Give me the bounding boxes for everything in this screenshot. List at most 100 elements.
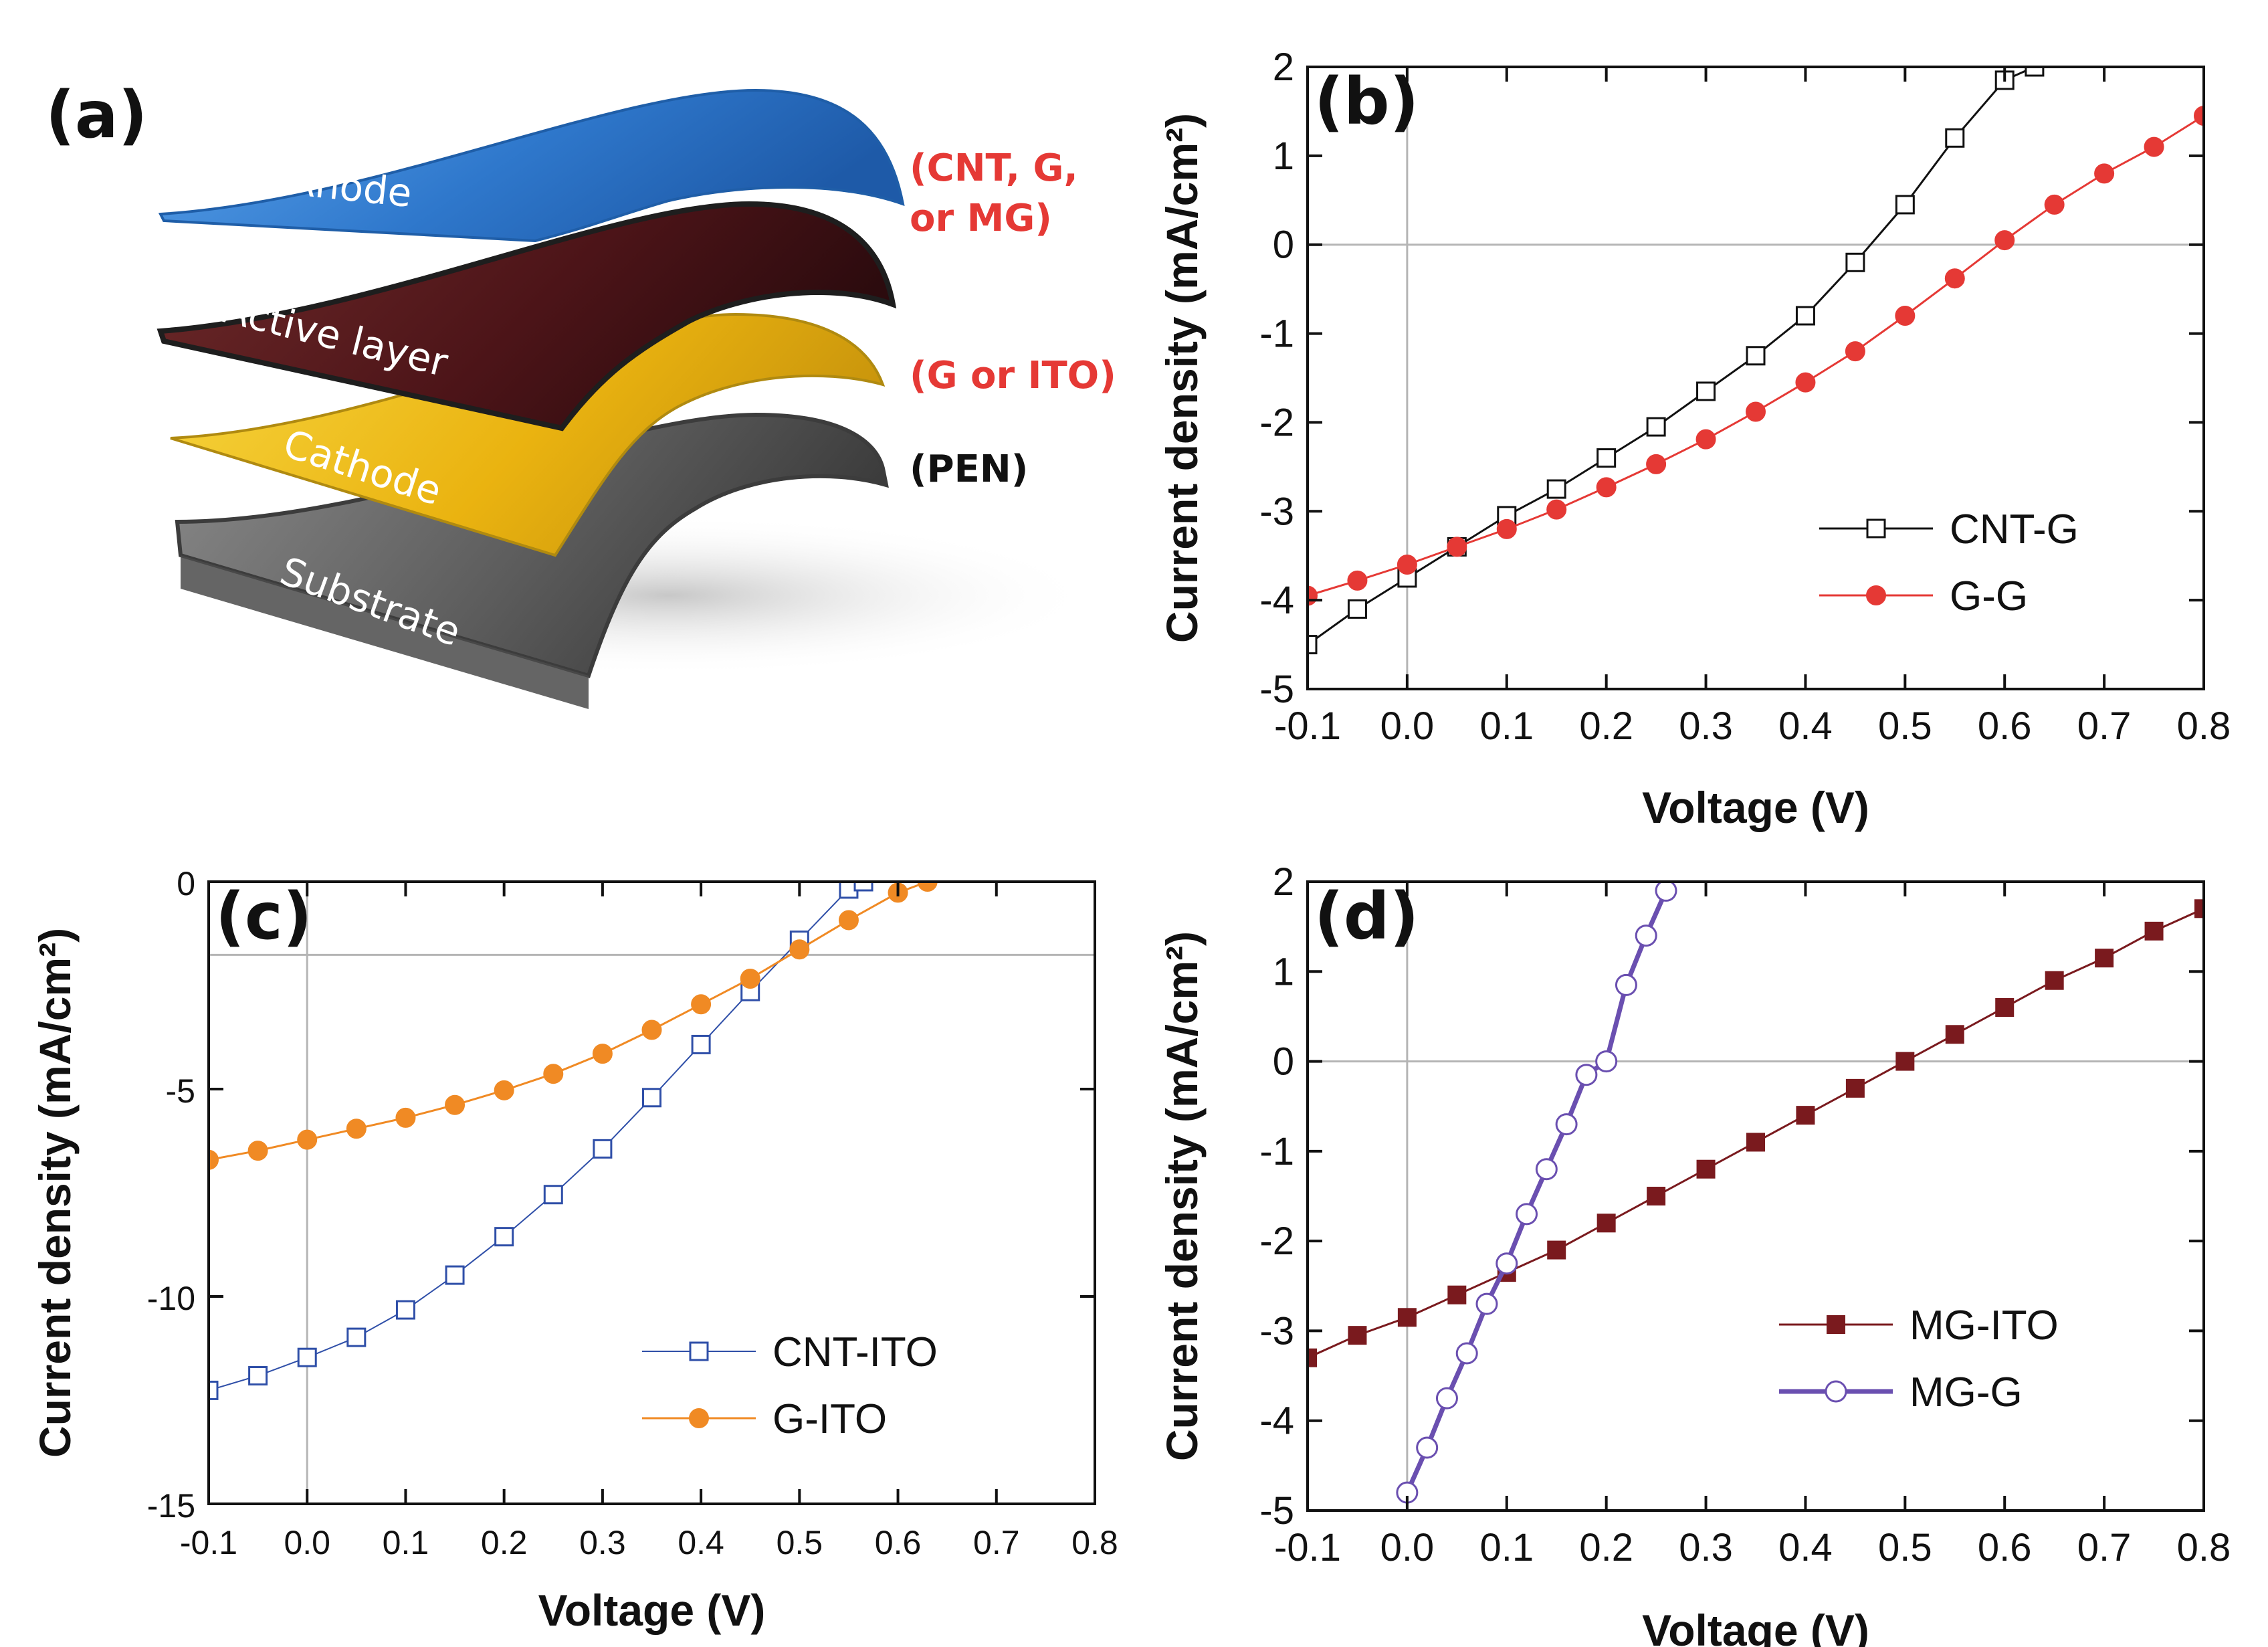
chart-layer: -0.1 0.0 0.1 0.2 0.3 0.4 0.5 0.6 0.7 0.8 -5 -4 -3 -2 -… <box>30 45 2231 1647</box>
y-tick-label: -3 <box>1259 1309 1294 1353</box>
x-tick-label: 0.4 <box>1778 704 1833 748</box>
data-point <box>209 1380 219 1400</box>
data-point <box>1347 599 1367 619</box>
data-point <box>2144 921 2164 941</box>
x-tick-label: -0.1 <box>1274 704 1341 748</box>
panel-label-a: (a) <box>45 78 148 153</box>
data-point <box>1795 306 1815 326</box>
x-tick-label: 0.3 <box>1679 704 1733 748</box>
data-point <box>1647 1187 1666 1205</box>
data-point <box>593 1139 613 1159</box>
y-tick-label: -10 <box>147 1280 195 1317</box>
anode-layer <box>158 88 905 243</box>
schematic-panel: (a) Substrate Cathode Active layer Anode… <box>45 78 1116 709</box>
legend-marker <box>689 1408 709 1428</box>
data-point <box>1945 1025 1964 1044</box>
data-point <box>2044 194 2065 215</box>
y-axis-title: Current density (mA/cm²) <box>1157 931 1207 1461</box>
panel-label-b: (b) <box>1314 64 1419 139</box>
data-point <box>2095 949 2114 968</box>
series-mg-g <box>1396 882 1677 1504</box>
data-point <box>838 910 859 931</box>
plot-frame <box>1306 66 2205 690</box>
data-point <box>395 1300 415 1320</box>
data-point <box>1646 454 1667 474</box>
data-point <box>1944 268 1965 289</box>
data-point <box>1994 230 2015 251</box>
x-tick-label: -0.1 <box>1274 1526 1341 1569</box>
data-point <box>1308 635 1318 655</box>
data-point <box>1615 973 1637 996</box>
data-point <box>1516 1203 1538 1226</box>
data-point <box>297 1129 318 1150</box>
data-point <box>1696 1159 1716 1179</box>
y-axis-title: Current density (mA/cm²) <box>30 928 80 1458</box>
data-point <box>642 1088 661 1108</box>
series-cnt-ito <box>209 882 873 1400</box>
legend: MG-ITO MG-G <box>1779 1302 2059 1416</box>
anode-material-line1: (CNT, G, <box>910 147 1078 190</box>
data-point <box>2094 163 2115 184</box>
data-point <box>1845 252 1865 272</box>
x-tick-label: 0.7 <box>2077 704 2132 748</box>
x-tick-label: 0.4 <box>678 1524 724 1561</box>
y-tick-label: -4 <box>1259 579 1294 622</box>
x-tick-label: 0.0 <box>284 1524 330 1561</box>
x-tick-label: 0.7 <box>2077 1526 2132 1569</box>
legend-label: CNT-G <box>1950 506 2079 553</box>
x-tick-label: 0.1 <box>1479 704 1534 748</box>
data-point <box>1746 1133 1765 1152</box>
x-tick-label: 0.2 <box>1579 704 1633 748</box>
y-tick-label: 2 <box>1273 45 1294 89</box>
data-point <box>346 1119 367 1139</box>
data-point <box>247 1141 268 1161</box>
data-point <box>1435 1387 1458 1410</box>
legend: CNT-G G-G <box>1819 506 2079 619</box>
legend-marker <box>1866 518 1886 539</box>
y-tick-label: 0 <box>1273 1040 1294 1084</box>
x-tick-label: 0.5 <box>1878 704 1932 748</box>
x-tick-label: 0.1 <box>383 1524 429 1561</box>
series-line-cnt-g <box>1308 67 2035 646</box>
data-point <box>1308 1348 1317 1367</box>
data-point <box>1796 1106 1815 1125</box>
data-point <box>248 1366 268 1386</box>
active-layer <box>157 201 897 431</box>
x-axis-title: Voltage (V) <box>1642 783 1869 832</box>
y-tick-label: -5 <box>166 1072 195 1110</box>
data-point <box>494 1080 514 1100</box>
data-point <box>1347 570 1368 591</box>
x-tick-label: 0.6 <box>875 1524 922 1561</box>
data-point <box>1795 372 1816 393</box>
y-tick-label: -1 <box>1259 1130 1294 1173</box>
data-point <box>2025 67 2045 77</box>
data-point <box>1746 346 1766 366</box>
substrate-material: (PEN) <box>910 448 1028 491</box>
x-tick-label: 0.8 <box>2177 1526 2231 1569</box>
data-point <box>592 1044 613 1064</box>
y-tick-label: -5 <box>1259 1489 1294 1533</box>
y-tick-label: 2 <box>1273 860 1294 904</box>
x-tick-label: 0.0 <box>1380 1526 1435 1569</box>
panel-label-d: (d) <box>1314 879 1419 954</box>
data-point <box>1595 1050 1618 1073</box>
x-axis-title: Voltage (V) <box>1642 1606 1869 1647</box>
data-point <box>1746 401 1766 422</box>
data-point <box>2194 899 2204 918</box>
data-point <box>1447 1285 1467 1304</box>
x-tick-label: 0.8 <box>1071 1524 1118 1561</box>
y-tick-label: -5 <box>1259 668 1294 711</box>
x-tick-label: 0.8 <box>2177 704 2231 748</box>
data-point <box>1995 998 2015 1017</box>
x-tick-label: 0.3 <box>1679 1526 1733 1569</box>
data-point <box>641 1020 662 1040</box>
y-axis-title: Current density (mA/cm²) <box>1157 113 1207 643</box>
substrate-edge <box>181 555 589 709</box>
data-point <box>1546 479 1566 499</box>
data-point <box>789 939 810 960</box>
series-mg-ito <box>1308 899 2204 1367</box>
data-point <box>395 1107 416 1128</box>
chart-panel-b: -0.1 0.0 0.1 0.2 0.3 0.4 0.5 0.6 0.7 0.8 -5 -4 -3 -2 -… <box>1157 45 2231 832</box>
data-point <box>1547 1240 1566 1260</box>
